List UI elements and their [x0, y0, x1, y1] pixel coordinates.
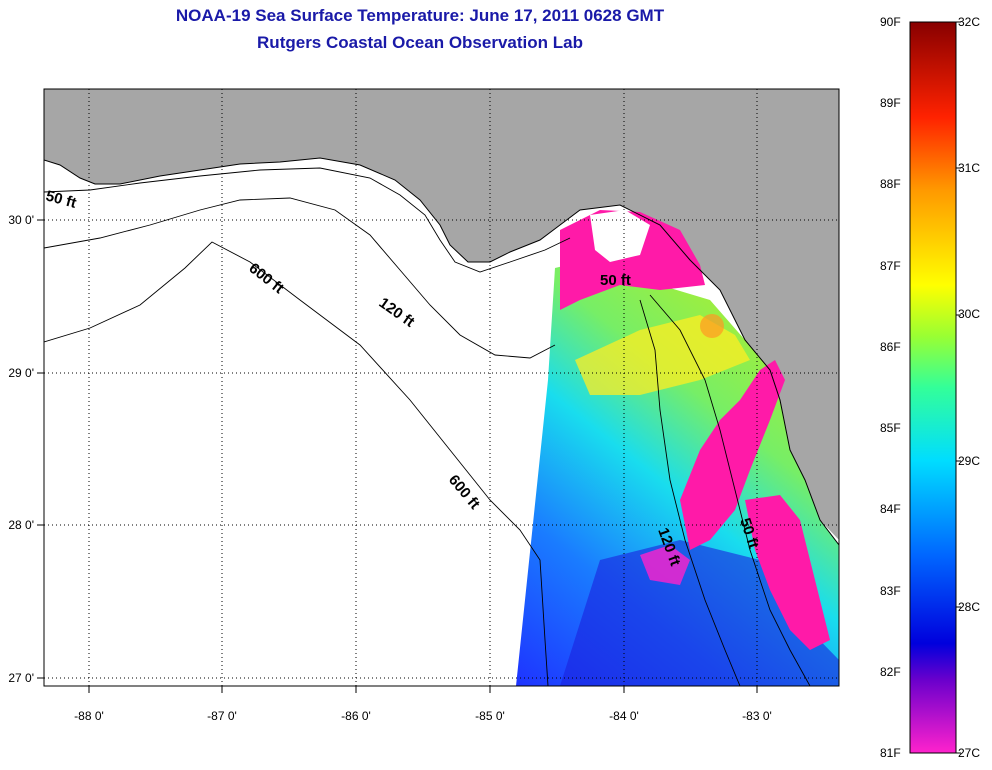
colorbar-c-label: 29C: [958, 454, 981, 468]
contour-120ft: [44, 197, 556, 359]
colorbar-f-label: 86F: [880, 340, 901, 354]
colorbar-f-label: 85F: [880, 421, 901, 435]
lon-tick-label: -83 0': [742, 709, 772, 723]
colorbar-f-label: 82F: [880, 665, 901, 679]
cloud-flag-coast: [745, 495, 830, 650]
colorbar-c-label: 28C: [958, 600, 981, 614]
colorbar-c-label: 32C: [958, 15, 981, 29]
colorbar-ticks: [956, 21, 961, 754]
lon-tick-label: -86 0': [341, 709, 371, 723]
temperature-colorbar: [909, 21, 957, 754]
map-frame: [43, 88, 840, 687]
colorbar-f-label: 90F: [880, 15, 901, 29]
lon-tick-label: -87 0': [207, 709, 237, 723]
colorbar-f-label: 84F: [880, 502, 901, 516]
graticule: [44, 89, 839, 686]
contour-120ft-east: [639, 299, 741, 686]
colorbar-f-label: 81F: [880, 746, 901, 760]
colorbar-f-label: 83F: [880, 584, 901, 598]
sst-hot-spot: [700, 314, 724, 338]
colorbar-f-label: 88F: [880, 177, 901, 191]
lon-tick-label: -85 0': [475, 709, 505, 723]
lat-tick-label: 27 0': [8, 671, 34, 685]
lon-tick-label: -88 0': [74, 709, 104, 723]
cloud-flag-sw: [640, 545, 690, 585]
colorbar-f-label: 87F: [880, 259, 901, 273]
cloud-flag-mid: [680, 360, 785, 550]
lat-tick-label: 29 0': [8, 366, 34, 380]
colorbar-c-label: 27C: [958, 746, 981, 760]
land-mass: [44, 89, 839, 540]
coastline: [44, 157, 839, 546]
colorbar-c-label: 31C: [958, 161, 981, 175]
lat-tick-label: 28 0': [8, 518, 34, 532]
no-data-patch: [590, 210, 650, 262]
colorbar-c-label: 30C: [958, 307, 981, 321]
contour-label: 50 ft: [600, 272, 631, 289]
contour-50ft: [44, 167, 571, 273]
lat-tick-label: 30 0': [8, 213, 34, 227]
contour-50ft-east: [649, 294, 811, 686]
map-title: NOAA-19 Sea Surface Temperature: June 17…: [175, 6, 665, 25]
tick-marks: [37, 219, 758, 693]
map-subtitle: Rutgers Coastal Ocean Observation Lab: [257, 33, 583, 52]
lon-tick-label: -84 0': [609, 709, 639, 723]
contour-600ft: [44, 241, 549, 686]
colorbar-f-label: 89F: [880, 96, 901, 110]
